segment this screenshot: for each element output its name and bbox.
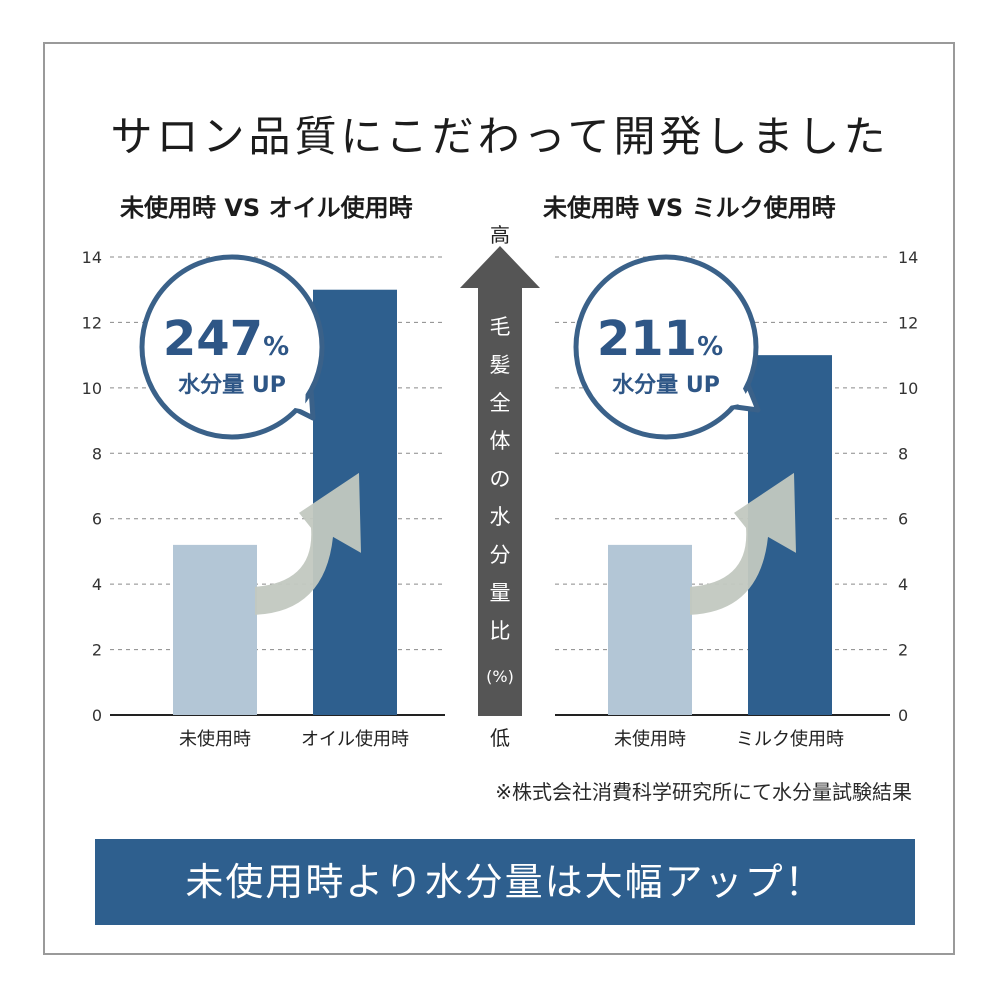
y-tick-label: 14	[82, 248, 102, 267]
y-tick-label: 4	[898, 575, 908, 594]
y-tick-label: 8	[898, 444, 908, 463]
center-axis-arrow	[460, 246, 540, 716]
axis-label-char: 量	[490, 581, 511, 605]
category-label: 未使用時	[614, 729, 686, 750]
y-tick-label: 4	[92, 575, 102, 594]
y-tick-label: 10	[898, 379, 918, 398]
chart-right-title: 未使用時 VS ミルク使用時	[543, 194, 836, 222]
bar-before	[173, 544, 257, 715]
y-tick-label: 14	[898, 248, 918, 267]
bubble-tail-fill	[290, 383, 306, 410]
category-label: 未使用時	[179, 729, 251, 750]
axis-label-char: の	[490, 467, 511, 491]
category-label: ミルク使用時	[736, 729, 844, 750]
bubble-value: 211%	[597, 311, 723, 367]
y-tick-label: 6	[92, 510, 102, 529]
y-tick-label: 2	[92, 641, 102, 660]
summary-banner: 未使用時より水分量は大幅アップ！	[95, 839, 915, 925]
axis-label-char: 全	[490, 391, 511, 415]
y-tick-label: 12	[898, 313, 918, 332]
axis-label-char: 毛	[490, 315, 511, 339]
bubble-tail-fill	[724, 383, 750, 407]
axis-label-char: 髪	[490, 353, 511, 377]
bubble-circle	[573, 254, 759, 440]
axis-unit-label: (%)	[486, 667, 514, 686]
bubble-value: 247%	[163, 311, 289, 367]
y-tick-label: 0	[92, 706, 102, 725]
axis-label-char: 体	[490, 429, 511, 453]
axis-label-char: 比	[490, 619, 511, 643]
axis-bottom-label: 低	[490, 726, 510, 750]
bubble-caption: 水分量 UP	[178, 373, 286, 398]
growth-arrow	[255, 472, 361, 615]
y-tick-label: 0	[898, 706, 908, 725]
y-tick-label: 2	[898, 641, 908, 660]
bubble-caption: 水分量 UP	[612, 373, 720, 398]
axis-label-char: 分	[490, 543, 511, 567]
bar-before	[608, 544, 692, 715]
axis-top-label: 高	[490, 223, 510, 247]
category-label: オイル使用時	[301, 729, 409, 750]
headline: サロン品質にこだわって開発しました	[110, 112, 890, 161]
axis-label-char: 水	[490, 505, 511, 529]
footnote: ※株式会社消費科学研究所にて水分量試験結果	[495, 780, 912, 804]
chart-left-title: 未使用時 VS オイル使用時	[120, 194, 413, 222]
bubble-circle	[139, 254, 325, 440]
growth-arrow	[690, 472, 796, 615]
frame-border	[43, 42, 955, 955]
y-tick-label: 10	[82, 379, 102, 398]
y-tick-label: 6	[898, 510, 908, 529]
y-tick-label: 8	[92, 444, 102, 463]
y-tick-label: 12	[82, 313, 102, 332]
